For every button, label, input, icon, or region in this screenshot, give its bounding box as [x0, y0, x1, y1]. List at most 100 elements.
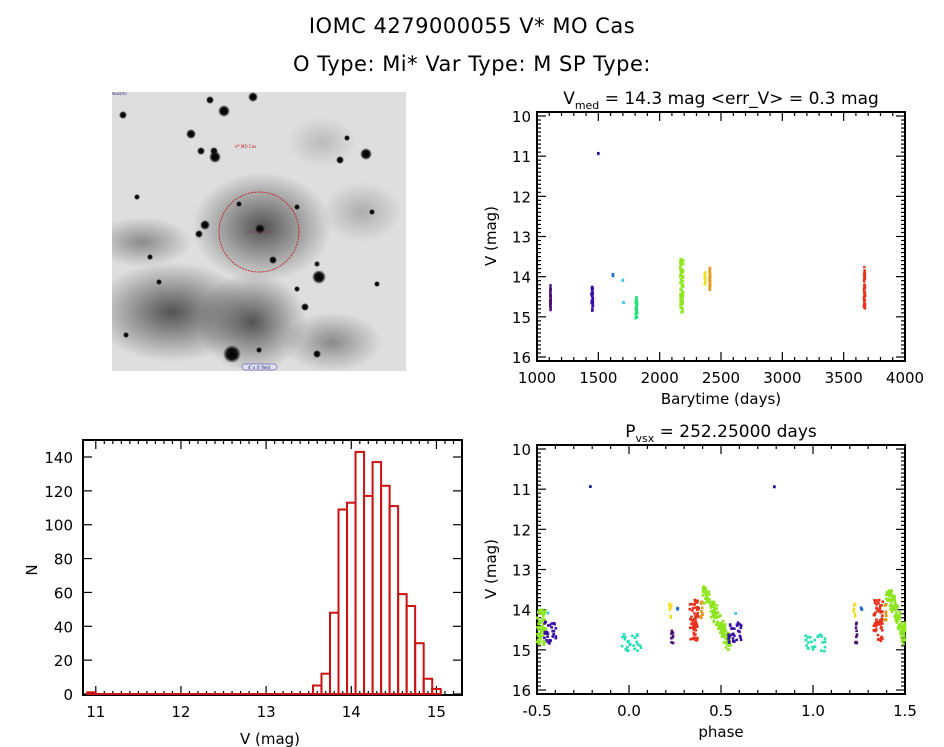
phased-point [550, 625, 553, 629]
phased-point [708, 593, 711, 596]
phased-point [876, 622, 880, 626]
phased-point [890, 610, 894, 614]
phased-point [700, 609, 703, 613]
phased-point [543, 610, 547, 614]
phased-point [876, 638, 880, 641]
phased-point [736, 621, 740, 625]
phased-point [536, 632, 539, 636]
phased-point [872, 624, 876, 628]
phased-point [738, 630, 741, 634]
phased-point [636, 633, 639, 636]
phased-point [893, 608, 896, 612]
phased-point [688, 626, 692, 630]
phased-point [875, 606, 878, 610]
object-types: O Type: Mi* Var Type: M SP Type: [293, 52, 651, 76]
phased-point [898, 625, 902, 629]
phased-point [859, 606, 863, 609]
histogram-xtick-label: 15 [427, 703, 446, 721]
phased-point [692, 633, 696, 636]
phased-point [881, 622, 884, 625]
phased-point [739, 636, 742, 639]
lightcurve-point [549, 308, 552, 312]
phased-point [889, 593, 893, 596]
phased-points [535, 485, 907, 653]
histogram-bars [86, 450, 442, 696]
histogram-bar [405, 604, 417, 696]
phased-point [877, 598, 881, 602]
lightcurve-xlabel: Barytime (days) [661, 390, 781, 408]
histogram-bar [422, 677, 434, 695]
lightcurve-point [681, 293, 685, 297]
phased-point [728, 641, 731, 644]
phased-point [695, 601, 699, 604]
histogram-bar [328, 611, 340, 695]
phased-xtick-label: 1.5 [893, 702, 917, 720]
lightcurve-point [681, 285, 685, 289]
phased-point [694, 620, 698, 624]
phased-point [855, 635, 858, 639]
phased-point [725, 640, 729, 643]
phased-ytick-label: 16 [512, 682, 531, 700]
lightcurve-point [549, 306, 552, 309]
lightcurve-point [549, 295, 552, 298]
phased-point [725, 631, 729, 635]
phased-point [709, 615, 713, 619]
lightcurve-xtick-label: 2500 [702, 369, 740, 387]
phased-point [631, 634, 634, 638]
lightcurve-point [708, 285, 711, 289]
phased-point [727, 633, 730, 637]
lightcurve-title: Vmed = 14.3 mag <err_V> = 0.3 mag [563, 89, 879, 112]
phased-point [731, 637, 735, 640]
phased-point [671, 631, 674, 634]
lightcurve-point [679, 296, 682, 300]
lightcurve-point [863, 272, 866, 276]
lightcurve-point [591, 304, 595, 308]
phased-point [692, 620, 695, 623]
histogram-bar [397, 593, 408, 695]
phased-point [671, 634, 675, 638]
phased-point [823, 645, 827, 649]
phased-point [898, 611, 902, 614]
phased-point [879, 623, 882, 626]
phased-point [536, 634, 540, 638]
phased-point [691, 609, 694, 612]
phased-point [542, 643, 545, 647]
phased-point [720, 629, 723, 632]
lightcurve-point [862, 301, 866, 304]
phased-point [711, 614, 715, 618]
phased-point [902, 642, 905, 646]
phased-point [542, 640, 546, 643]
phased-point [723, 623, 727, 626]
histogram-bar [371, 461, 383, 696]
lightcurve-xtick-label: 3000 [763, 369, 801, 387]
phased-point [895, 621, 899, 624]
phased-point [689, 617, 692, 621]
phased-point [890, 601, 893, 604]
histogram-xtick-label: 14 [342, 703, 361, 721]
phased-point [735, 624, 739, 627]
phased-point [719, 614, 722, 617]
lightcurve-point [634, 307, 637, 311]
phased-point [538, 632, 541, 635]
phased-point [669, 603, 673, 607]
lightcurve-point [863, 265, 866, 269]
phased-point [713, 612, 717, 615]
lightcurve-xtick-label: 4000 [886, 369, 924, 387]
phased-point [539, 634, 542, 638]
phased-point [628, 643, 632, 647]
phased-point [891, 608, 894, 612]
phased-point [670, 636, 673, 640]
phased-point [892, 604, 896, 608]
phased-point [852, 607, 856, 611]
phased-point [712, 620, 716, 624]
phased-point [538, 608, 542, 612]
lightcurve-point [679, 301, 682, 304]
phased-point [722, 631, 725, 634]
phased-point [691, 606, 695, 610]
lightcurve-point [681, 269, 684, 273]
sky-image-canvas: DSS RED(m) V* MO Cas 4' x 4' field [112, 92, 406, 371]
phased-point [902, 632, 906, 636]
lightcurve-point [680, 294, 683, 297]
phased-xtick-label: 0.0 [617, 702, 641, 720]
lightcurve-point [549, 286, 552, 289]
